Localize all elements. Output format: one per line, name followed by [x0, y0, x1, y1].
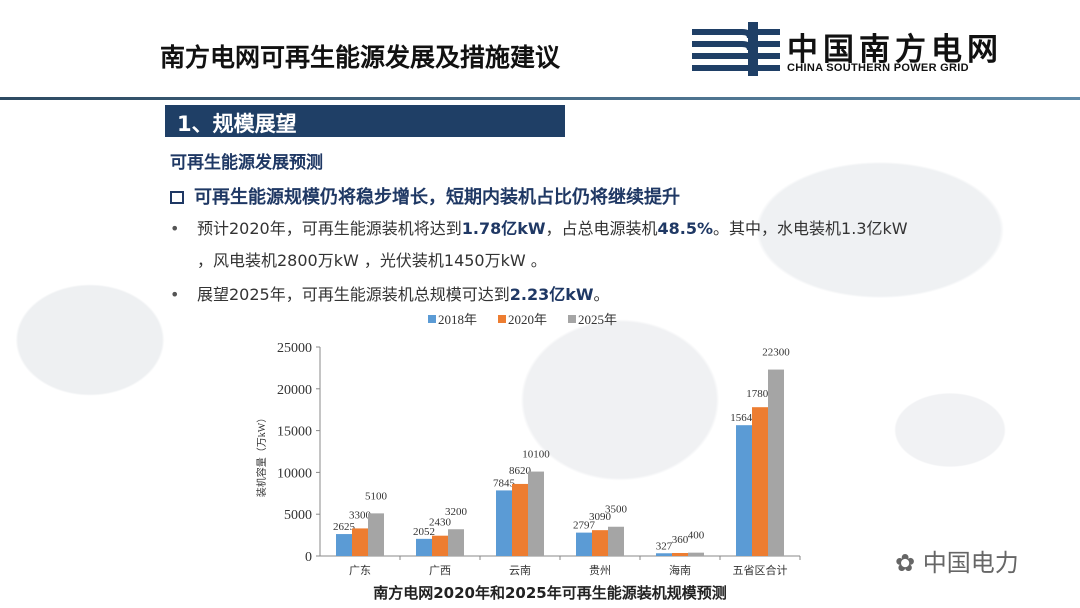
bar-2018年 [336, 534, 352, 556]
data-label: 2797 [573, 520, 596, 532]
bullet-2: • 展望2025年，可再生能源装机总规模可达到2.23亿kW。 [170, 279, 610, 311]
bullet-dot-icon: • [170, 285, 180, 304]
chart-title: 南方电网2020年和2025年可再生能源装机规模预测 [373, 584, 727, 602]
data-label: 10100 [522, 449, 550, 461]
bar-2018年 [416, 538, 432, 556]
bullet-1: • 预计2020年，可再生能源装机将达到1.78亿kW，占总电源装机48.5%。其… [170, 213, 910, 277]
bar-2025年 [768, 369, 784, 556]
bar-2025年 [688, 552, 704, 556]
data-label: 2052 [413, 526, 435, 538]
x-tick-label: 五省区合计 [733, 563, 788, 577]
y-tick-label: 25000 [277, 341, 312, 356]
bullet-highlight: 2.23亿kW [509, 285, 594, 304]
y-tick-label: 20000 [277, 383, 312, 398]
section-title: 1、规模展望 [165, 105, 565, 137]
bullet-text: 预计2020年，可再生能源装机将达到 [197, 219, 462, 238]
bar-2020年 [752, 407, 768, 556]
legend-swatch [568, 315, 576, 323]
subheading: 可再生能源发展预测 [170, 153, 323, 173]
bar-2025年 [528, 471, 544, 556]
y-tick-label: 5000 [284, 508, 312, 523]
watermark-text: 中国电力 [922, 549, 1019, 577]
legend-swatch [428, 315, 436, 323]
bar-2020年 [432, 535, 448, 556]
bar-2025年 [368, 513, 384, 556]
bullet-highlight: 1.78亿kW [461, 219, 546, 238]
x-tick-label: 广东 [349, 564, 371, 577]
grid-logo-icon [692, 22, 780, 76]
x-tick-label: 海南 [669, 563, 691, 577]
x-tick-label: 云南 [509, 564, 531, 577]
data-label: 8620 [509, 465, 532, 477]
data-label: 327 [656, 540, 673, 552]
data-label: 400 [688, 530, 705, 542]
bar-2025年 [448, 529, 464, 556]
bullet-highlight: 48.5% [657, 219, 714, 238]
chart-axes: 0 5000 10000 15000 20000 25000 广东 广西 云南 贵州 海南 五省区合计 [277, 341, 801, 577]
x-tick-label: 广西 [429, 564, 451, 577]
bar-2018年 [576, 532, 592, 556]
bar-2020年 [592, 530, 608, 556]
legend-label: 2018年 [438, 312, 477, 327]
headline-text: 可再生能源规模仍将稳步增长，短期内装机占比仍将继续提升 [194, 187, 680, 208]
logo-text-en: CHINA SOUTHERN POWER GRID [787, 62, 969, 74]
bar-2018年 [736, 425, 752, 556]
legend-label: 2025年 [578, 312, 617, 327]
bar-2018年 [656, 553, 672, 556]
data-label: 22300 [762, 347, 790, 359]
bar-2025年 [608, 526, 624, 556]
data-label: 5100 [365, 490, 388, 502]
y-tick-label: 15000 [277, 425, 312, 440]
page-title: 南方电网可再生能源发展及措施建议 [160, 43, 561, 72]
logo-text-cn: 中国南方电网 [787, 32, 1003, 68]
data-label: 7845 [493, 477, 516, 489]
data-label: 360 [672, 534, 689, 546]
chart-legend: 2018年 2020年 2025年 [428, 312, 617, 327]
bar-2020年 [512, 483, 528, 556]
data-label: 2625 [333, 521, 356, 533]
legend-label: 2020年 [508, 312, 547, 327]
bullet-text: ，占总电源装机 [545, 219, 658, 238]
legend-swatch [498, 315, 506, 323]
bullet-dot-icon: • [170, 219, 180, 238]
headline: 可再生能源规模仍将稳步增长，短期内装机占比仍将继续提升 [170, 183, 680, 209]
bullet-text: 。其中，水电装机1.3亿kW ，风电装机2800万kW ，光伏装机1450万kW… [197, 219, 908, 270]
watermark: ✿ 中国电力 [895, 549, 1019, 577]
data-label: 17800 [746, 388, 774, 400]
data-label: 3300 [349, 509, 372, 521]
bar-2020年 [672, 552, 688, 556]
data-label: 3200 [445, 506, 468, 518]
bar-2020年 [352, 528, 368, 556]
y-tick-label: 10000 [277, 466, 312, 481]
data-label: 15647 [730, 412, 758, 424]
header-divider [0, 97, 1080, 100]
data-label: 2430 [429, 517, 452, 529]
bullet-text: 展望2025年，可再生能源装机总规模可达到 [197, 285, 510, 304]
y-tick-label: 0 [305, 550, 312, 565]
square-bullet-icon [170, 191, 184, 204]
company-logo: 中国南方电网 CHINA SOUTHERN POWER GRID [692, 22, 1032, 76]
data-label: 3090 [589, 511, 612, 523]
bullet-text: 。 [593, 285, 610, 304]
data-label: 3500 [605, 504, 628, 516]
bar-2018年 [496, 490, 512, 556]
y-axis-label: 装机容量（万kW） [255, 413, 268, 497]
x-tick-label: 贵州 [589, 564, 611, 577]
